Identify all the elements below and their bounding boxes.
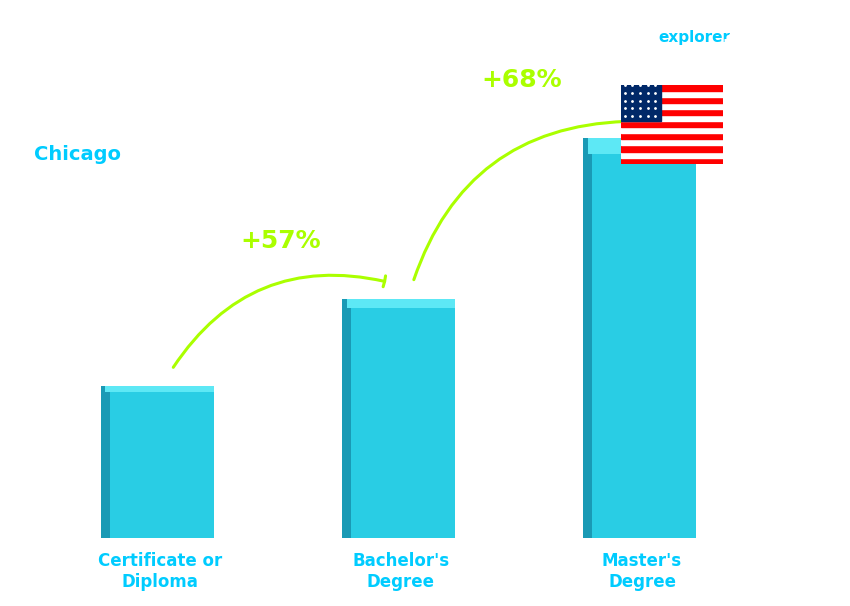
Bar: [101, 386, 110, 538]
Bar: [588, 138, 696, 538]
Text: Average Yearly Salary: Average Yearly Salary: [814, 242, 824, 364]
Text: Salary Comparison By Education: Salary Comparison By Education: [34, 42, 542, 70]
Text: Chicago: Chicago: [34, 145, 121, 164]
Bar: [620, 133, 722, 139]
Bar: [347, 299, 455, 308]
Bar: [620, 152, 722, 158]
Text: salary: salary: [612, 30, 665, 45]
Bar: [620, 85, 722, 91]
Text: .com: .com: [722, 30, 763, 45]
Text: 73,700 USD: 73,700 USD: [106, 359, 194, 375]
Bar: [620, 109, 722, 115]
Bar: [620, 139, 722, 145]
Bar: [620, 91, 722, 97]
Text: explorer: explorer: [659, 30, 731, 45]
Bar: [620, 145, 722, 152]
Bar: [620, 127, 722, 133]
Text: Legal Content Writer: Legal Content Writer: [34, 103, 235, 122]
Bar: [583, 138, 592, 538]
Bar: [620, 158, 722, 164]
Text: 194,000 USD: 194,000 USD: [618, 111, 714, 126]
Text: 116,000 USD: 116,000 USD: [358, 272, 454, 287]
Bar: [620, 103, 722, 109]
Text: +68%: +68%: [481, 68, 562, 92]
Text: +57%: +57%: [240, 229, 320, 253]
Bar: [343, 299, 351, 538]
Bar: [620, 121, 722, 127]
Bar: [620, 115, 722, 121]
Bar: [588, 138, 696, 154]
Bar: [620, 85, 661, 121]
Bar: [620, 97, 722, 103]
Bar: [105, 386, 214, 538]
Bar: [105, 386, 214, 392]
Bar: [347, 299, 455, 538]
